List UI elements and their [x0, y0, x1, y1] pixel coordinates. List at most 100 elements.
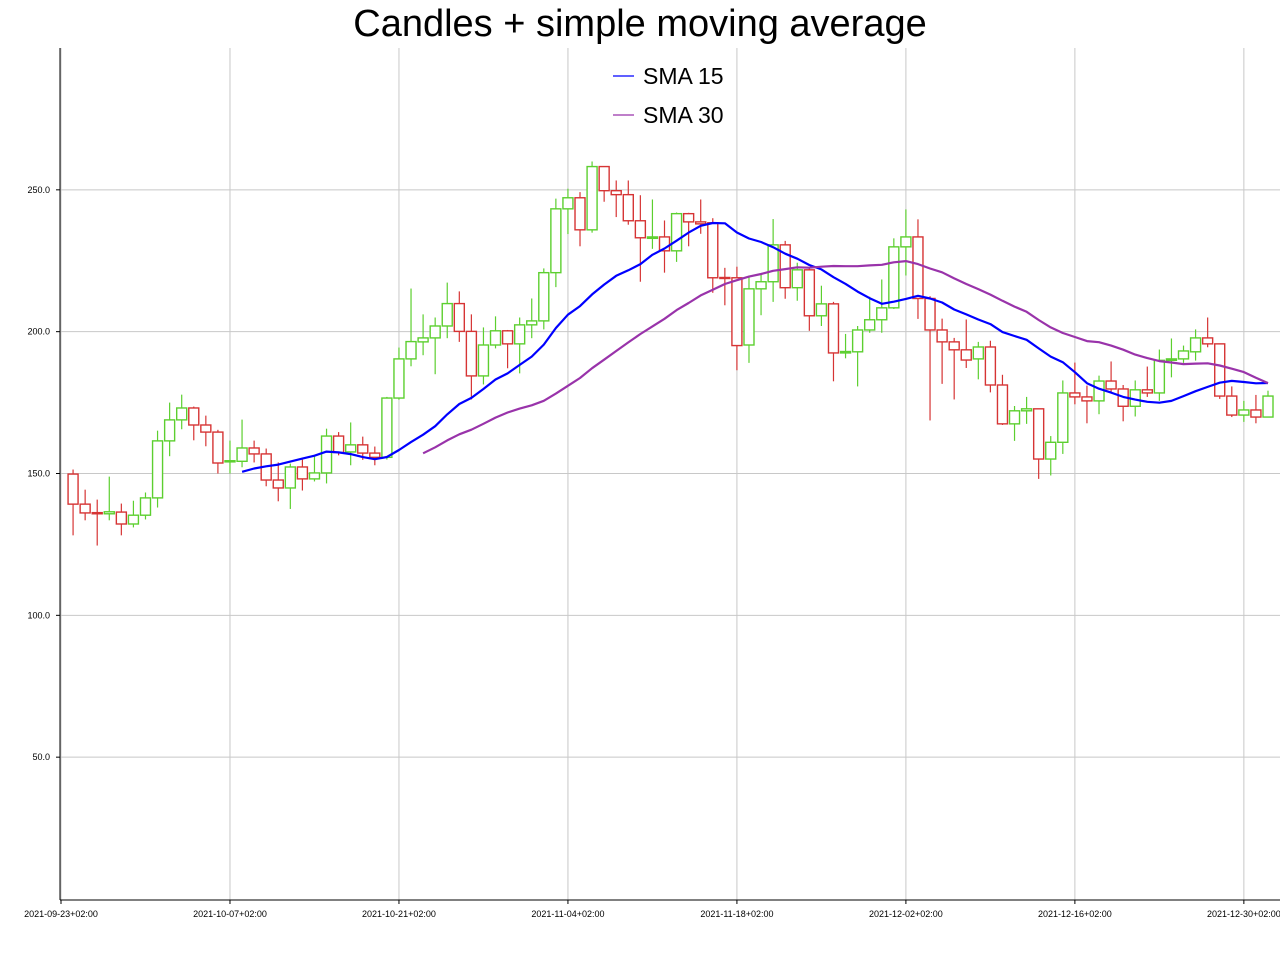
- legend-item-sma15: SMA 15: [613, 63, 724, 89]
- candle-body: [960, 349, 972, 361]
- candle-body: [779, 244, 791, 289]
- candle-body: [200, 424, 212, 433]
- candle-body: [767, 244, 779, 283]
- candle-down: [731, 266, 743, 371]
- candle-up: [344, 422, 357, 466]
- candle-down: [598, 165, 610, 202]
- candle-body: [1069, 392, 1081, 398]
- candle-down: [1226, 386, 1238, 418]
- candle-up: [815, 285, 828, 326]
- candle-up: [127, 500, 140, 528]
- candle-up: [284, 463, 297, 509]
- candle-down: [79, 489, 91, 521]
- candle-body: [332, 435, 345, 454]
- candle-body: [429, 325, 441, 339]
- candle-down: [634, 195, 647, 282]
- candle-body: [1045, 441, 1057, 460]
- candle-down: [924, 296, 936, 421]
- candle-up: [972, 341, 985, 380]
- candle-down: [707, 218, 719, 293]
- candle-body: [851, 329, 864, 353]
- candle-body: [188, 407, 200, 426]
- candle-body: [224, 460, 236, 463]
- candle-up: [441, 282, 453, 339]
- candles: [67, 161, 1274, 546]
- candle-up: [103, 476, 115, 521]
- candle-up: [863, 296, 876, 333]
- candle-body: [791, 269, 803, 289]
- candle-down: [272, 462, 284, 502]
- candle-body: [1141, 389, 1154, 394]
- candle-body: [320, 435, 333, 474]
- candle-body: [707, 222, 719, 279]
- candle-body: [513, 324, 526, 345]
- candle-body: [1201, 337, 1214, 345]
- candle-body: [743, 288, 755, 346]
- candle-body: [1008, 410, 1021, 425]
- candle-body: [634, 220, 647, 239]
- candle-body: [453, 302, 466, 333]
- candle-body: [163, 419, 176, 442]
- candle-down: [188, 406, 200, 441]
- candle-body: [598, 165, 610, 192]
- candle-down: [803, 267, 816, 331]
- candle-body: [888, 246, 900, 309]
- candle-up: [791, 262, 803, 301]
- axes: 50.0 100.0 150.0 200.0 250.0 2021-09-23+02:00…: [24, 48, 1280, 919]
- candle-down: [960, 319, 972, 368]
- candle-down: [200, 415, 212, 447]
- x-tick-label: 2021-10-21+02:00: [362, 909, 436, 919]
- candle-body: [863, 319, 876, 331]
- x-tick-label: 2021-11-04+02:00: [531, 909, 604, 919]
- candle-body: [1105, 380, 1117, 390]
- candle-down: [296, 459, 309, 491]
- candle-up: [151, 430, 164, 508]
- candle-body: [719, 276, 731, 280]
- x-tick-label: 2021-10-07+02:00: [193, 909, 267, 919]
- grid: [60, 48, 1280, 900]
- candle-body: [827, 303, 840, 354]
- candle-up: [477, 327, 490, 385]
- candle-body: [984, 346, 997, 386]
- candle-body: [646, 236, 659, 240]
- candle-down: [936, 318, 948, 384]
- candle-down: [1141, 366, 1154, 397]
- candle-down: [996, 374, 1009, 425]
- candle-up: [405, 288, 417, 367]
- candle-down: [248, 440, 260, 463]
- candle-body: [1262, 395, 1274, 418]
- candle-body: [574, 197, 586, 231]
- candle-down: [610, 180, 622, 218]
- candle-up: [900, 209, 912, 276]
- candle-body: [912, 236, 924, 300]
- candle-up: [139, 492, 152, 520]
- candle-up: [1153, 349, 1166, 401]
- candle-body: [1020, 408, 1033, 412]
- candle-up: [1093, 375, 1105, 415]
- candle-body: [477, 344, 490, 377]
- candle-body: [369, 452, 381, 459]
- candle-body: [127, 514, 140, 525]
- candle-body: [876, 307, 888, 321]
- candle-up: [236, 419, 248, 468]
- candle-body: [79, 503, 91, 514]
- candle-body: [948, 341, 960, 351]
- candle-down: [465, 314, 478, 400]
- candle-body: [357, 444, 369, 454]
- candle-body: [115, 511, 128, 525]
- sma-line-30: [422, 260, 1269, 455]
- candle-down: [115, 503, 128, 536]
- candle-up: [888, 238, 900, 309]
- legend-label-sma30: SMA 30: [643, 102, 724, 128]
- candle-body: [936, 329, 948, 343]
- candle-down: [1081, 385, 1093, 424]
- candle-body: [91, 511, 103, 515]
- candle-down: [1117, 384, 1129, 422]
- candle-body: [1032, 408, 1045, 460]
- candle-body: [405, 340, 417, 360]
- candle-body: [501, 330, 514, 345]
- candle-up: [526, 298, 538, 339]
- candle-up: [381, 396, 393, 460]
- candle-body: [586, 165, 598, 231]
- candle-up: [175, 394, 188, 430]
